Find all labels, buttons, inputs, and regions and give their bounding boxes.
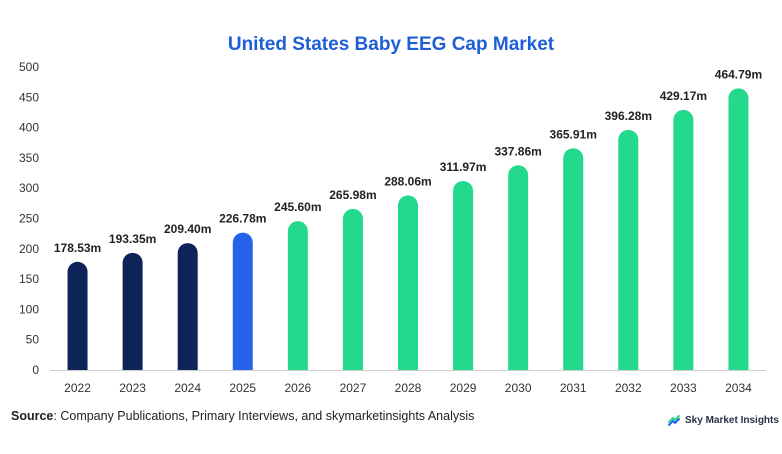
bar-value-label: 429.17m (660, 89, 707, 103)
y-tick-label: 150 (19, 272, 39, 286)
y-tick-label: 500 (19, 60, 39, 74)
bar-value-label: 193.35m (109, 232, 156, 246)
bar (232, 232, 253, 370)
bar (177, 243, 198, 370)
y-tick-label: 450 (19, 90, 39, 104)
bar-value-label: 178.53m (54, 241, 101, 255)
x-tick-label: 2030 (505, 381, 532, 395)
y-tick-label: 350 (19, 151, 39, 165)
x-tick-label: 2027 (340, 381, 367, 395)
bar (563, 148, 584, 370)
sky-market-insights-logo-icon (668, 415, 680, 426)
chart-title: United States Baby EEG Cap Market (227, 34, 555, 55)
x-tick-label: 2034 (725, 381, 752, 395)
bar (508, 165, 529, 370)
bar (618, 129, 639, 370)
bar (673, 109, 694, 371)
brand-name: Sky Market Insights (685, 414, 779, 426)
brand-logo: Sky Market Insights (667, 413, 779, 427)
bar (453, 180, 474, 370)
bar-value-label: 311.97m (440, 160, 487, 174)
y-tick-label: 300 (19, 181, 39, 195)
bar-value-label: 365.91m (550, 127, 597, 141)
source-label: Source (11, 409, 54, 423)
bar-value-label: 396.28m (605, 109, 652, 123)
x-tick-label: 2024 (174, 381, 201, 395)
source-note: Source: Company Publications, Primary In… (11, 409, 474, 423)
x-tick-label: 2033 (670, 381, 697, 395)
x-tick-label: 2022 (64, 381, 91, 395)
bar (398, 195, 418, 370)
y-tick-label: 0 (32, 363, 39, 377)
y-tick-label: 400 (19, 121, 39, 135)
x-tick-label: 2029 (450, 381, 477, 395)
y-tick-label: 50 (26, 333, 40, 347)
x-tick-label: 2028 (395, 381, 422, 395)
bar-value-label: 337.86m (494, 144, 541, 158)
bar (122, 252, 143, 370)
y-tick-label: 100 (19, 302, 39, 316)
bar-value-label: 464.79m (715, 67, 762, 81)
x-tick-label: 2025 (229, 381, 256, 395)
source-text: : Company Publications, Primary Intervie… (53, 409, 475, 423)
bar-value-label: 265.98m (329, 188, 376, 202)
bar (287, 221, 308, 370)
x-tick-label: 2023 (119, 381, 146, 395)
y-tick-label: 200 (19, 242, 39, 256)
bar-value-label: 226.78m (219, 212, 266, 226)
y-tick-label: 250 (19, 212, 39, 226)
x-tick-label: 2026 (284, 381, 311, 395)
x-tick-label: 2031 (560, 381, 587, 395)
bar-value-label: 288.06m (384, 174, 431, 188)
bar-value-label: 245.60m (274, 200, 321, 214)
bar (342, 208, 363, 370)
x-tick-label: 2032 (615, 381, 642, 395)
bar-value-label: 209.40m (164, 222, 211, 236)
bar (728, 88, 749, 371)
bar (67, 261, 88, 370)
